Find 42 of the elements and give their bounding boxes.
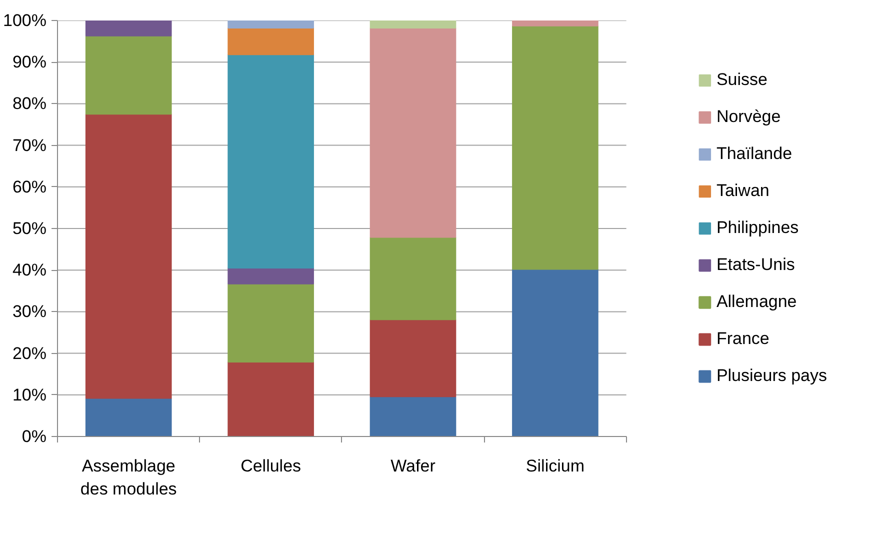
- bar: [85, 20, 172, 36]
- bar: [228, 27, 314, 56]
- y-tick-label: 50%: [12, 219, 47, 238]
- x-tick-label: Wafer: [390, 456, 436, 476]
- bar: [85, 35, 172, 115]
- legend-label: Plusieurs pays: [716, 366, 827, 386]
- x-tick-label: Silicium: [526, 456, 584, 476]
- bar: [228, 268, 314, 284]
- bar: [512, 25, 598, 270]
- bar: [370, 319, 456, 398]
- y-tick-label: 0%: [22, 427, 47, 446]
- legend-label: France: [716, 329, 770, 349]
- y-tick-label: 20%: [12, 344, 47, 363]
- bar: [370, 27, 456, 238]
- legend-label: Thaïlande: [716, 144, 792, 164]
- legend-label: Etats-Unis: [716, 255, 795, 275]
- y-tick-label: 30%: [12, 302, 47, 322]
- y-tick-label: 40%: [12, 260, 47, 280]
- bar: [370, 236, 456, 320]
- bar: [85, 398, 172, 436]
- legend-label: Suisse: [716, 70, 768, 90]
- bar: [228, 283, 314, 363]
- bar: [512, 268, 598, 436]
- legend-label: Taiwan: [716, 181, 770, 201]
- y-tick-label: 60%: [12, 177, 47, 196]
- bar: [228, 54, 314, 269]
- bar: [370, 20, 456, 28]
- bar: [512, 20, 598, 26]
- y-tick-label: 90%: [12, 52, 47, 72]
- bar: [85, 114, 172, 399]
- y-tick-label: 10%: [12, 385, 47, 404]
- legend-label: Philippines: [716, 218, 799, 238]
- bar: [370, 396, 456, 436]
- x-tick-label: Cellules: [240, 456, 302, 476]
- y-tick-label: 70%: [12, 136, 47, 155]
- y-tick-label: 100%: [3, 11, 47, 30]
- legend-label: Allemagne: [716, 292, 797, 312]
- y-tick-label: 80%: [12, 94, 47, 114]
- x-tick-label: Assemblage des modules: [80, 456, 177, 498]
- bar: [228, 362, 314, 436]
- legend-label: Norvège: [716, 107, 781, 127]
- bar: [228, 20, 314, 28]
